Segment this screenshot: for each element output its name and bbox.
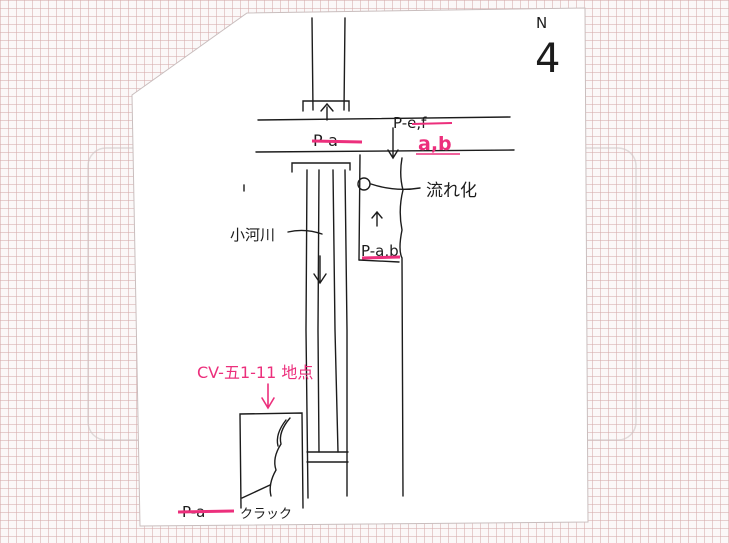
side-flow-arrow	[371, 210, 383, 227]
crack-line	[269, 417, 291, 497]
river-outer-left	[305, 169, 309, 499]
p-mid-struck: a,b	[375, 242, 398, 260]
road-bottom-edge	[255, 149, 515, 153]
junction-leader	[370, 183, 421, 191]
crack-ref-label: CV-五1-11 地点	[197, 363, 313, 382]
river-cap	[291, 162, 351, 173]
crack-box	[239, 412, 304, 509]
river-inner-right	[332, 169, 339, 453]
p-top-left-strike	[311, 139, 363, 144]
road-top-edge	[257, 116, 511, 121]
p-bottom-strike	[177, 509, 235, 514]
flow-arrow-down	[387, 127, 399, 160]
river-outer-right	[344, 169, 348, 497]
p-top-right-prefix: P-	[393, 114, 407, 132]
river-label-leader	[287, 229, 323, 235]
paper-sheet	[131, 7, 589, 527]
p-mid-prefix: P-	[361, 242, 375, 260]
river-inner-left	[317, 169, 320, 453]
crack-ref-arrow	[261, 383, 275, 410]
upper-bracket	[302, 100, 350, 112]
north-label: N	[536, 14, 547, 32]
side-channel-left-edge	[358, 154, 361, 261]
side-channel-right-edge	[399, 157, 404, 497]
crack-label: クラック	[240, 507, 292, 522]
river-flow-arrow	[313, 255, 327, 285]
top-right-correction: a,b	[418, 133, 452, 155]
flow-arrow-up	[320, 102, 334, 121]
p-mid-strike	[361, 255, 401, 260]
side-channel-bottom	[358, 259, 400, 263]
crack-line-inner	[276, 419, 287, 447]
upper-road-left-edge	[311, 17, 314, 111]
sheet-number: 4	[535, 36, 560, 82]
crack-label-leader	[241, 484, 271, 499]
junction-marker	[357, 177, 371, 191]
p-mid-label: P-a,b	[361, 242, 399, 260]
river-label: 小河川	[230, 226, 275, 244]
upper-road-right-edge	[343, 17, 346, 111]
p-top-right-strike	[411, 122, 453, 125]
junction-note: 流れ化	[426, 181, 477, 201]
